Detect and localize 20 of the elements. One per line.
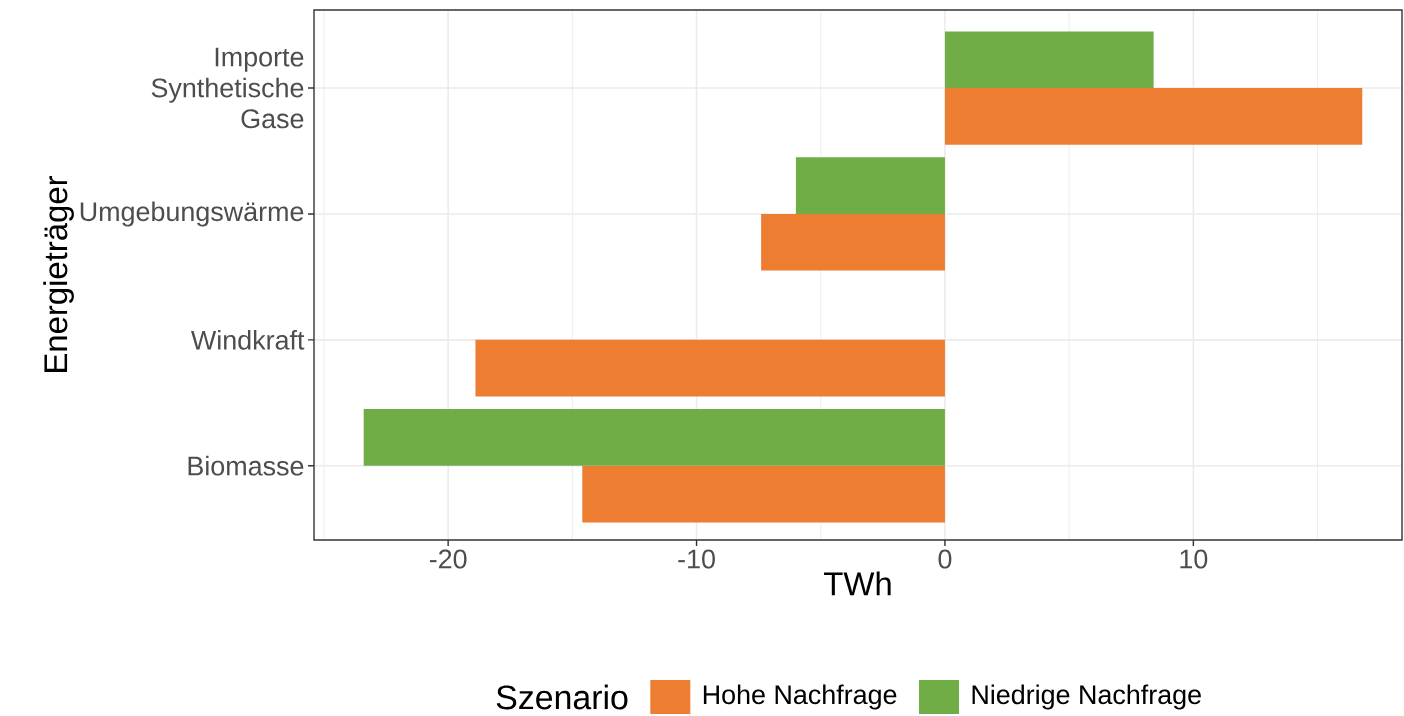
y-tick-label: Importe Synthetische Gase (151, 47, 304, 129)
y-tick-label: Umgebungswärme (80, 201, 304, 227)
x-tick-label: 10 (1180, 549, 1208, 569)
y-axis-title: Energieträger (43, 175, 74, 372)
x-tick-label: -10 (678, 549, 715, 569)
x-tick-label: 0 (938, 549, 952, 569)
bar (582, 465, 945, 523)
legend-label: Hohe Nachfrage (703, 684, 897, 710)
bar (944, 31, 1154, 89)
bar (944, 88, 1363, 145)
legend-label: Niedrige Nachfrage (972, 684, 1201, 710)
x-axis-title: TWh (824, 571, 891, 596)
bar (761, 213, 945, 271)
y-tick-label: Windkraft (191, 329, 305, 350)
legend-title: Szenario (496, 684, 628, 710)
bar (363, 409, 945, 466)
bar (795, 157, 945, 214)
bar (475, 339, 945, 397)
x-tick-label: -20 (429, 549, 467, 569)
y-tick-label: Biomasse (188, 455, 304, 476)
